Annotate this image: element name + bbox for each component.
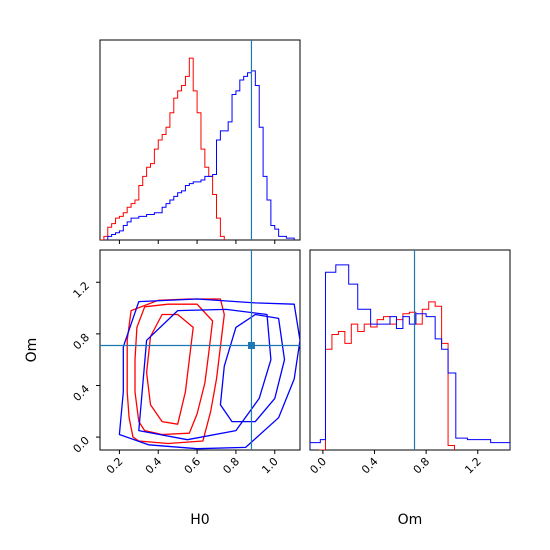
h0-om-contour-frame — [99, 249, 301, 451]
h0-x-tick-label: 0.6 — [182, 455, 204, 477]
h0-histogram-panel — [99, 39, 301, 244]
contour-series-2-level-3 — [219, 313, 286, 423]
contour-series-1-level-2 — [134, 303, 214, 436]
om-histogram-series-1 — [319, 301, 456, 450]
om-y-tick-label: 1.2 — [71, 279, 93, 301]
h0-x-tick-label: 0.2 — [104, 455, 126, 477]
om-histogram-panel: 0.0 0.4 0.8 1.2 Om — [307, 249, 511, 528]
om-x-tick-label: 0.8 — [411, 455, 433, 477]
h0-axis-label: H0 — [190, 512, 209, 528]
om-histogram-frame — [309, 249, 511, 451]
om-y-tick-label: 0.0 — [71, 434, 93, 456]
h0-x-tick-label: 0.8 — [220, 455, 242, 477]
om-bottom-axis-label: Om — [398, 512, 423, 528]
h0-histogram-frame — [99, 39, 301, 241]
om-y-tick-label: 0.8 — [71, 331, 93, 353]
om-y-tick-label: 0.4 — [71, 382, 93, 404]
contour-series-2-level-2 — [138, 308, 272, 441]
om-histogram-series-2 — [310, 264, 510, 450]
h0-x-tick-label: 1.0 — [259, 455, 281, 477]
om-x-tick-label: 0.0 — [307, 455, 329, 477]
contour-series-2-level-1 — [118, 298, 300, 450]
h0-om-contour-panel: 0.2 0.4 0.6 0.8 1.0 0.0 0.4 0.8 1.2 H0 Om — [24, 249, 301, 528]
truth-point-marker — [247, 341, 255, 349]
h0-histogram-series-1 — [100, 57, 225, 240]
h0-histogram-series-2 — [107, 70, 295, 240]
om-x-tick-label: 1.2 — [462, 455, 484, 477]
contour-series-1-level-3 — [145, 313, 194, 425]
om-x-tick-label: 0.4 — [359, 455, 381, 477]
contour-series-1-level-1 — [126, 298, 225, 445]
h0-x-tick-label: 0.4 — [143, 455, 165, 477]
om-axis-label: Om — [24, 338, 40, 363]
